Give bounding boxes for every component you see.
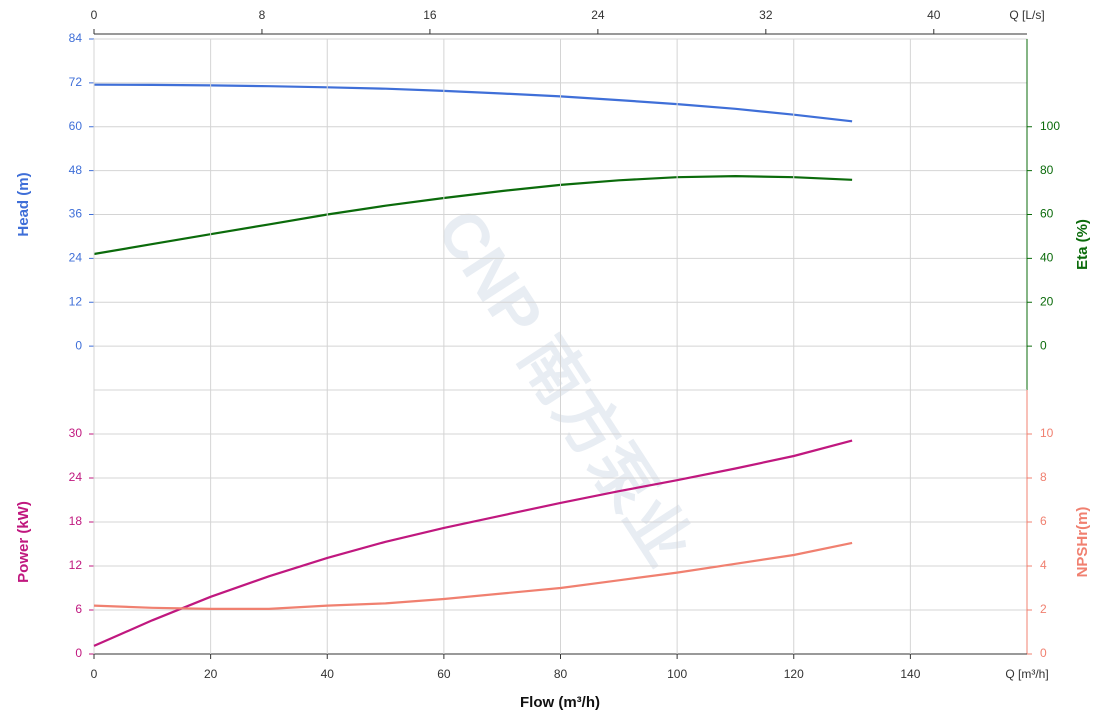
y-tick-label: 84: [69, 31, 83, 45]
y-axis-title: Power (kW): [15, 501, 32, 583]
y-tick-label: 48: [69, 163, 83, 177]
y-tick-label: 72: [69, 75, 83, 89]
y2-tick-label: 40: [1040, 251, 1054, 265]
curve: [93, 83, 853, 123]
y-tick-label: 24: [69, 251, 83, 265]
x2-unit: Q [L/s]: [1009, 8, 1044, 22]
watermark: CNP 南方泵业: [423, 197, 705, 578]
y2-tick-label: 60: [1040, 207, 1054, 221]
y-tick-label: 12: [69, 558, 83, 572]
x-axis-title: Flow (m³/h): [520, 694, 600, 711]
x2-tick-label: 24: [591, 8, 605, 22]
x-tick-label: 0: [91, 667, 98, 681]
x-tick-label: 20: [204, 667, 218, 681]
y2-tick-label: 0: [1040, 646, 1047, 660]
x-tick-label: 140: [900, 667, 920, 681]
x-tick-label: 40: [321, 667, 335, 681]
y-tick-label: 0: [75, 646, 82, 660]
curve: [93, 439, 853, 647]
x2-tick-label: 0: [91, 8, 98, 22]
x-tick-label: 60: [437, 667, 451, 681]
x2-tick-label: 8: [259, 8, 266, 22]
x2-tick-label: 32: [759, 8, 773, 22]
curve: [93, 174, 853, 256]
x-tick-label: 100: [667, 667, 687, 681]
x-tick-label: 120: [784, 667, 804, 681]
y2-tick-label: 0: [1040, 338, 1047, 352]
x2-tick-label: 40: [927, 8, 941, 22]
y2-axis-title: Eta (%): [1074, 219, 1091, 270]
y2-tick-label: 10: [1040, 426, 1054, 440]
y2-tick-label: 20: [1040, 294, 1054, 308]
y-tick-label: 60: [69, 119, 83, 133]
x-tick-label: 80: [554, 667, 568, 681]
y-tick-label: 0: [75, 338, 82, 352]
y2-tick-label: 2: [1040, 602, 1047, 616]
x-unit: Q [m³/h]: [1005, 667, 1048, 681]
y2-tick-label: 6: [1040, 514, 1047, 528]
y2-tick-label: 80: [1040, 163, 1054, 177]
y2-tick-label: 8: [1040, 470, 1047, 484]
y2-tick-label: 4: [1040, 558, 1047, 572]
y2-axis-title: NPSHr(m): [1074, 507, 1091, 578]
x2-tick-label: 16: [423, 8, 437, 22]
y-tick-label: 30: [69, 426, 83, 440]
y-tick-label: 24: [69, 470, 83, 484]
y-tick-label: 18: [69, 514, 83, 528]
y-tick-label: 12: [69, 294, 83, 308]
y2-tick-label: 100: [1040, 119, 1060, 133]
y-axis-title: Head (m): [15, 172, 32, 236]
y-tick-label: 36: [69, 207, 83, 221]
y-tick-label: 6: [75, 602, 82, 616]
curve: [93, 541, 853, 610]
